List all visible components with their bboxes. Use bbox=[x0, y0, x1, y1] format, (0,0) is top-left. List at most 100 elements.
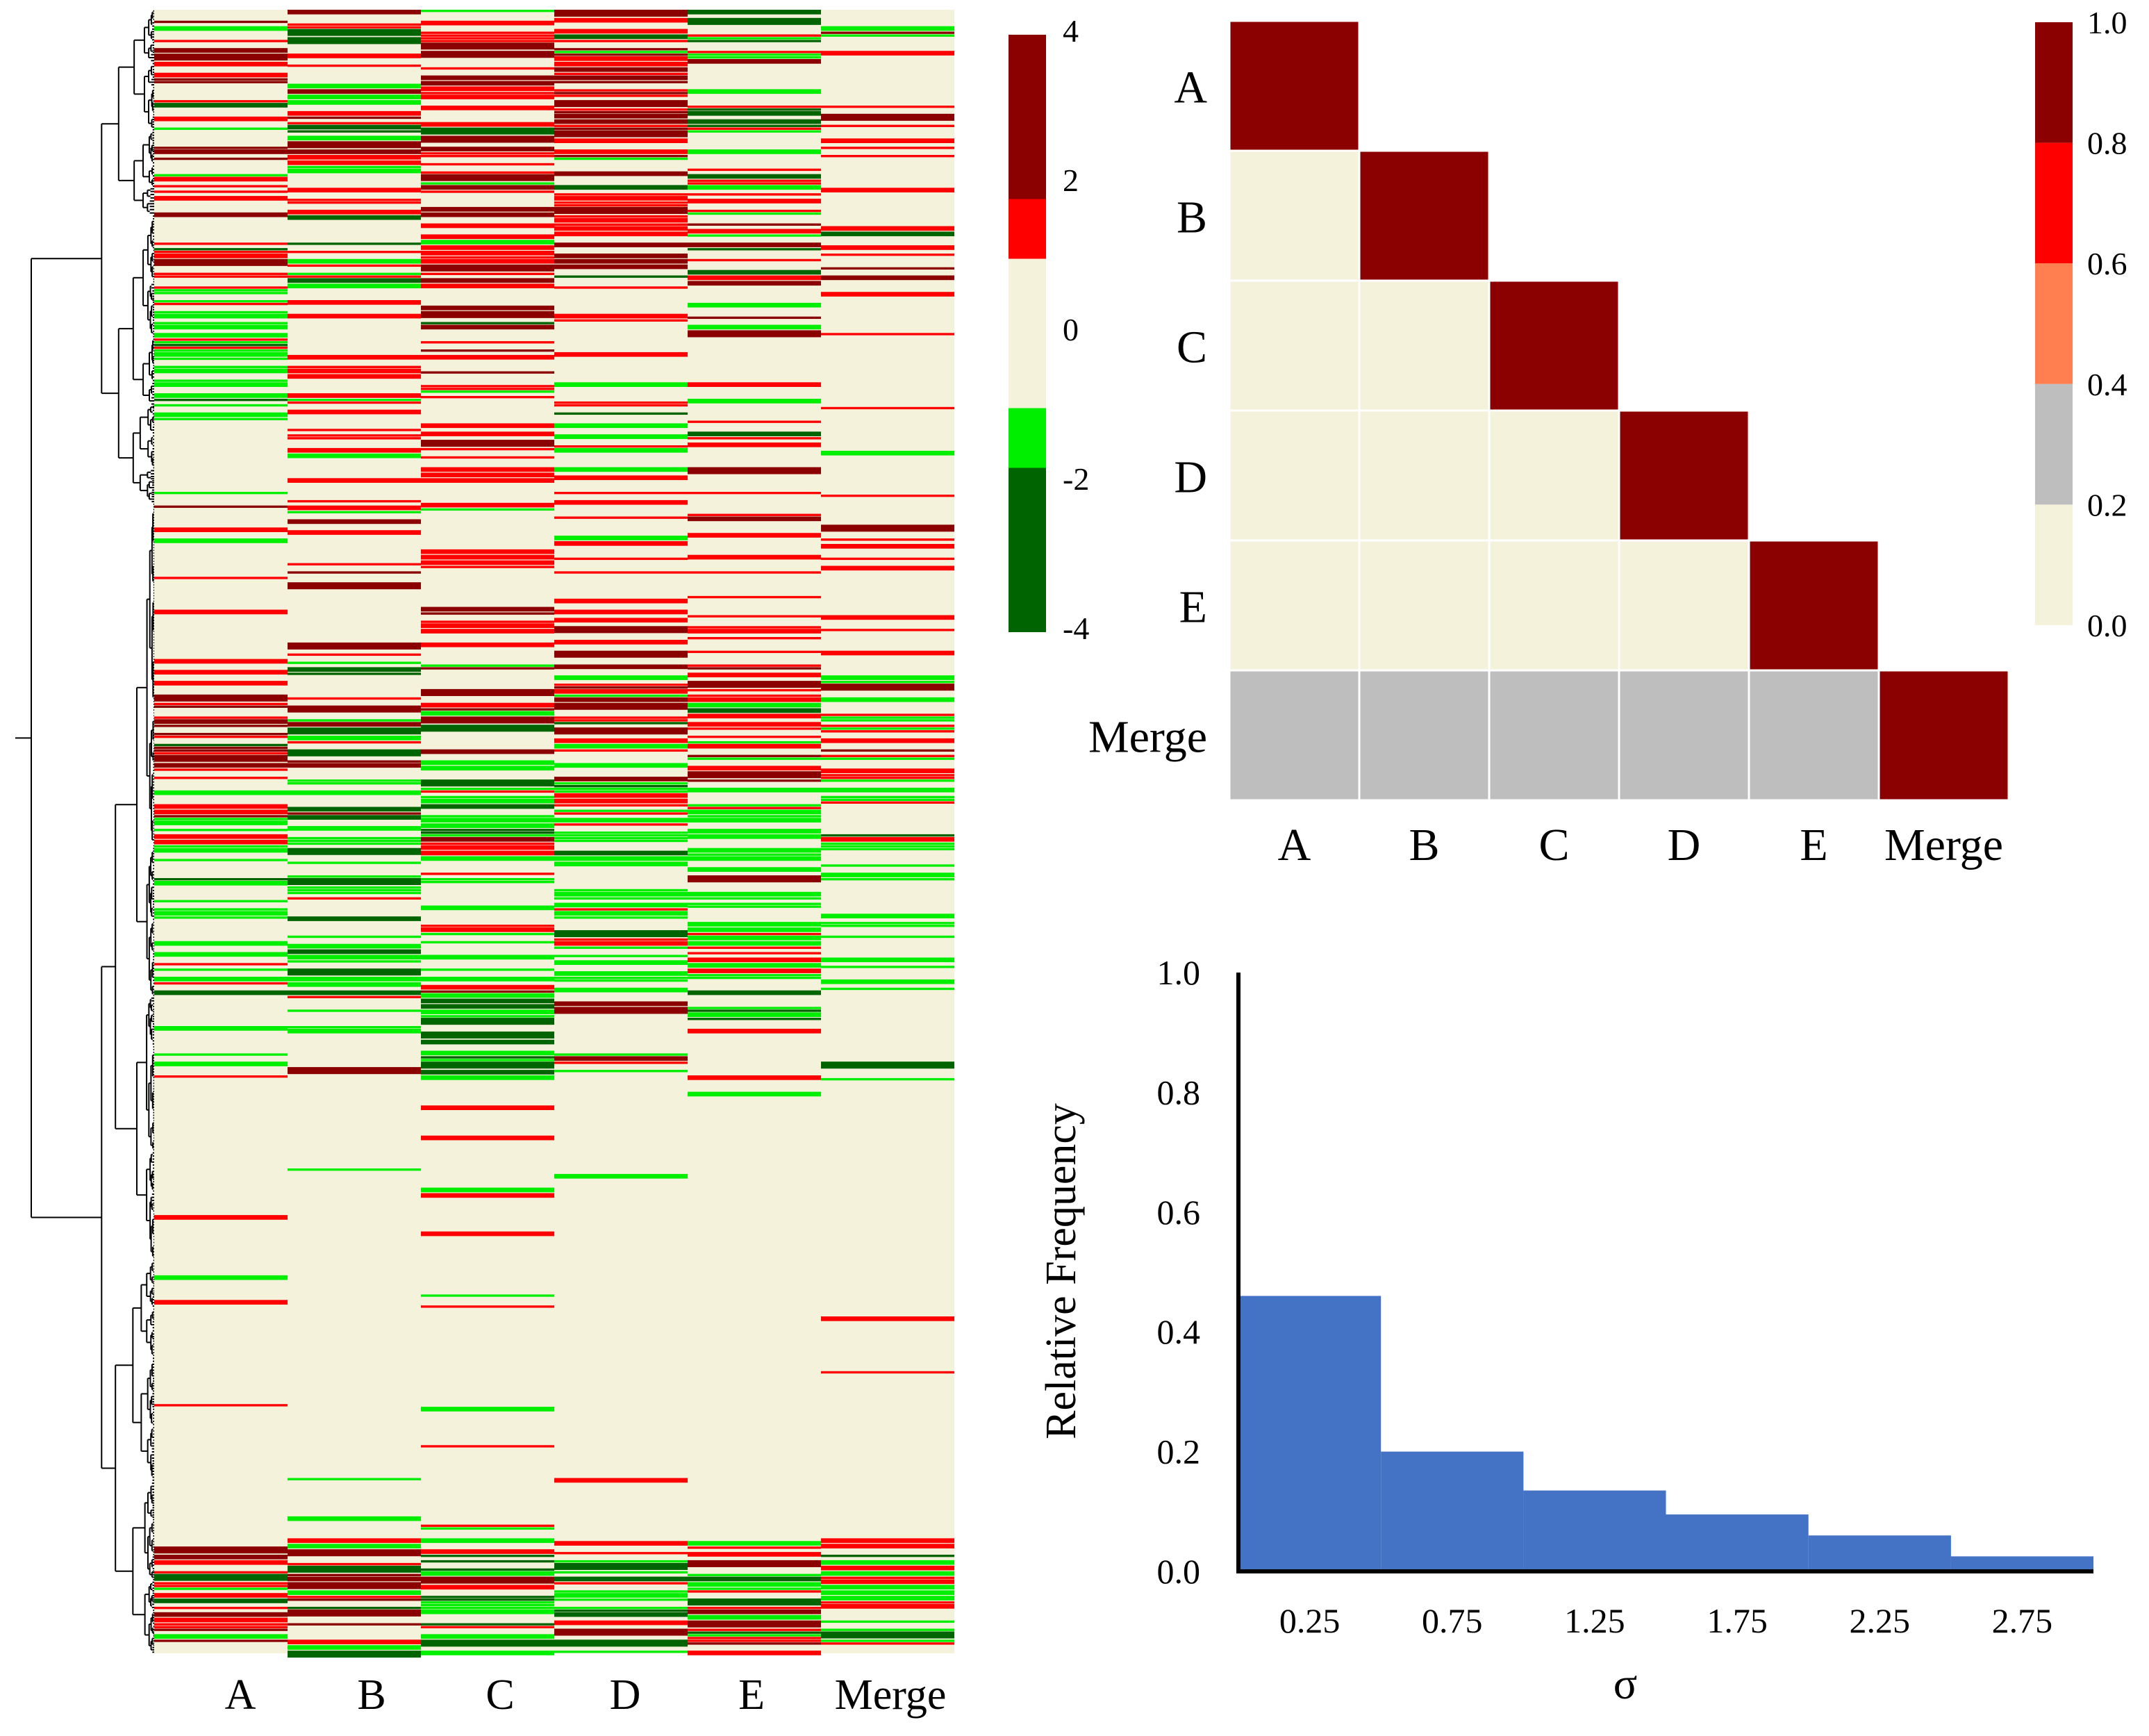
heatmap-cell bbox=[554, 836, 688, 840]
heatmap-cell bbox=[288, 447, 421, 453]
heatmap-cell bbox=[688, 199, 821, 204]
heatmap-cell bbox=[821, 188, 954, 192]
heatmap-cell bbox=[288, 697, 421, 700]
heatmap-cell bbox=[421, 127, 554, 135]
heatmap-cell bbox=[688, 242, 821, 247]
heatmap-cell bbox=[288, 429, 421, 431]
heatmap-cell bbox=[554, 1620, 688, 1626]
heatmap-cell bbox=[688, 34, 821, 37]
heatmap-cell bbox=[288, 897, 421, 900]
correlation-cell bbox=[1358, 149, 1491, 282]
heatmap-cell bbox=[554, 1609, 688, 1612]
heatmap-cell bbox=[821, 966, 954, 968]
heatmap-cell bbox=[821, 848, 954, 851]
heatmap-column-label: Merge bbox=[835, 1671, 947, 1719]
heatmap-cell bbox=[288, 1573, 421, 1576]
heatmap-cell bbox=[288, 168, 421, 174]
heatmap-cell bbox=[554, 127, 688, 130]
heatmap-cell bbox=[421, 174, 554, 181]
heatmap-cell bbox=[688, 316, 821, 320]
heatmap-cell bbox=[154, 418, 288, 420]
heatmap-cell bbox=[421, 283, 554, 288]
heatmap-cell bbox=[421, 1193, 554, 1198]
heatmap-cell bbox=[421, 1075, 554, 1080]
heatmap-cell bbox=[154, 743, 288, 747]
heatmap-cell bbox=[288, 434, 421, 437]
heatmap-cell bbox=[288, 886, 421, 889]
heatmap-cell bbox=[554, 92, 688, 94]
heatmap-cell bbox=[688, 330, 821, 338]
heatmap-cell bbox=[288, 968, 421, 976]
heatmap-cell bbox=[288, 875, 421, 878]
heatmap-cell bbox=[421, 81, 554, 86]
heatmap-cell bbox=[154, 347, 288, 349]
heatmap-cell bbox=[288, 264, 421, 267]
heatmap-cell bbox=[421, 845, 554, 850]
heatmap-cell bbox=[688, 1639, 821, 1642]
heatmap-cell bbox=[554, 130, 688, 138]
heatmap-cell bbox=[821, 275, 954, 281]
heatmap-cell bbox=[554, 640, 688, 645]
heatmap-cell bbox=[288, 124, 421, 130]
correlation-cell bbox=[1748, 539, 1880, 672]
correlation-cell bbox=[1228, 279, 1361, 412]
heatmap-cell bbox=[554, 67, 688, 72]
heatmap-cell bbox=[688, 37, 821, 40]
colorbar-segment bbox=[2035, 504, 2073, 625]
heatmap-cell bbox=[554, 1582, 688, 1585]
heatmap-cell bbox=[688, 571, 821, 574]
heatmap-cell bbox=[421, 75, 554, 81]
heatmap-cell bbox=[421, 620, 554, 623]
heatmap-cell bbox=[554, 1571, 688, 1574]
correlation-cell bbox=[1358, 539, 1491, 672]
heatmap-cell bbox=[421, 206, 554, 212]
heatmap-cell bbox=[554, 1056, 688, 1061]
heatmap-cell bbox=[421, 272, 554, 275]
heatmap-cell bbox=[688, 754, 821, 757]
heatmap-cell bbox=[421, 322, 554, 324]
heatmap-cell bbox=[821, 738, 954, 743]
heatmap-cell bbox=[154, 1634, 288, 1639]
heatmap-cell bbox=[154, 1598, 288, 1603]
heatmap-cell bbox=[288, 935, 421, 939]
heatmap-cell bbox=[554, 763, 688, 768]
heatmap-cell bbox=[554, 499, 688, 505]
heatmap-cell bbox=[421, 829, 554, 832]
heatmap-cell bbox=[288, 199, 421, 201]
heatmap-cell bbox=[421, 341, 554, 344]
heatmap-cell bbox=[421, 1623, 554, 1626]
heatmap-cell bbox=[154, 382, 288, 387]
heatmap-cell bbox=[688, 963, 821, 968]
heatmap-cell bbox=[421, 1059, 554, 1061]
heatmap-cell bbox=[688, 968, 821, 973]
heatmap-cell bbox=[821, 935, 954, 939]
heatmap-cell bbox=[288, 26, 421, 29]
heatmap-cell bbox=[554, 1590, 688, 1593]
heatmap-cell bbox=[688, 615, 821, 618]
heatmap-cell bbox=[688, 977, 821, 979]
heatmap-cell bbox=[288, 1562, 421, 1566]
heatmap-cell bbox=[821, 684, 954, 691]
heatmap-cell bbox=[821, 524, 954, 532]
expression-colorbar bbox=[1009, 35, 1046, 632]
heatmap-cell bbox=[554, 201, 688, 204]
heatmap-cell bbox=[288, 1590, 421, 1595]
heatmap-cell bbox=[421, 40, 554, 42]
heatmap-cell bbox=[554, 223, 688, 226]
heatmap-cell bbox=[554, 571, 688, 574]
heatmap-cell bbox=[288, 122, 421, 125]
heatmap-cell bbox=[821, 1061, 954, 1069]
heatmap-cell bbox=[421, 67, 554, 70]
heatmap-cell bbox=[288, 1609, 421, 1617]
heatmap-cell bbox=[688, 1598, 821, 1606]
heatmap-cell bbox=[554, 626, 688, 634]
heatmap-cell bbox=[421, 606, 554, 612]
heatmap-cell bbox=[421, 212, 554, 217]
heatmap-cell bbox=[288, 891, 421, 895]
heatmap-cell bbox=[288, 374, 421, 379]
heatmap-cell bbox=[688, 818, 821, 822]
heatmap-cell bbox=[688, 1620, 821, 1628]
heatmap-cell bbox=[154, 1061, 288, 1066]
heatmap-cell bbox=[554, 716, 688, 719]
heatmap-cell bbox=[554, 242, 688, 247]
